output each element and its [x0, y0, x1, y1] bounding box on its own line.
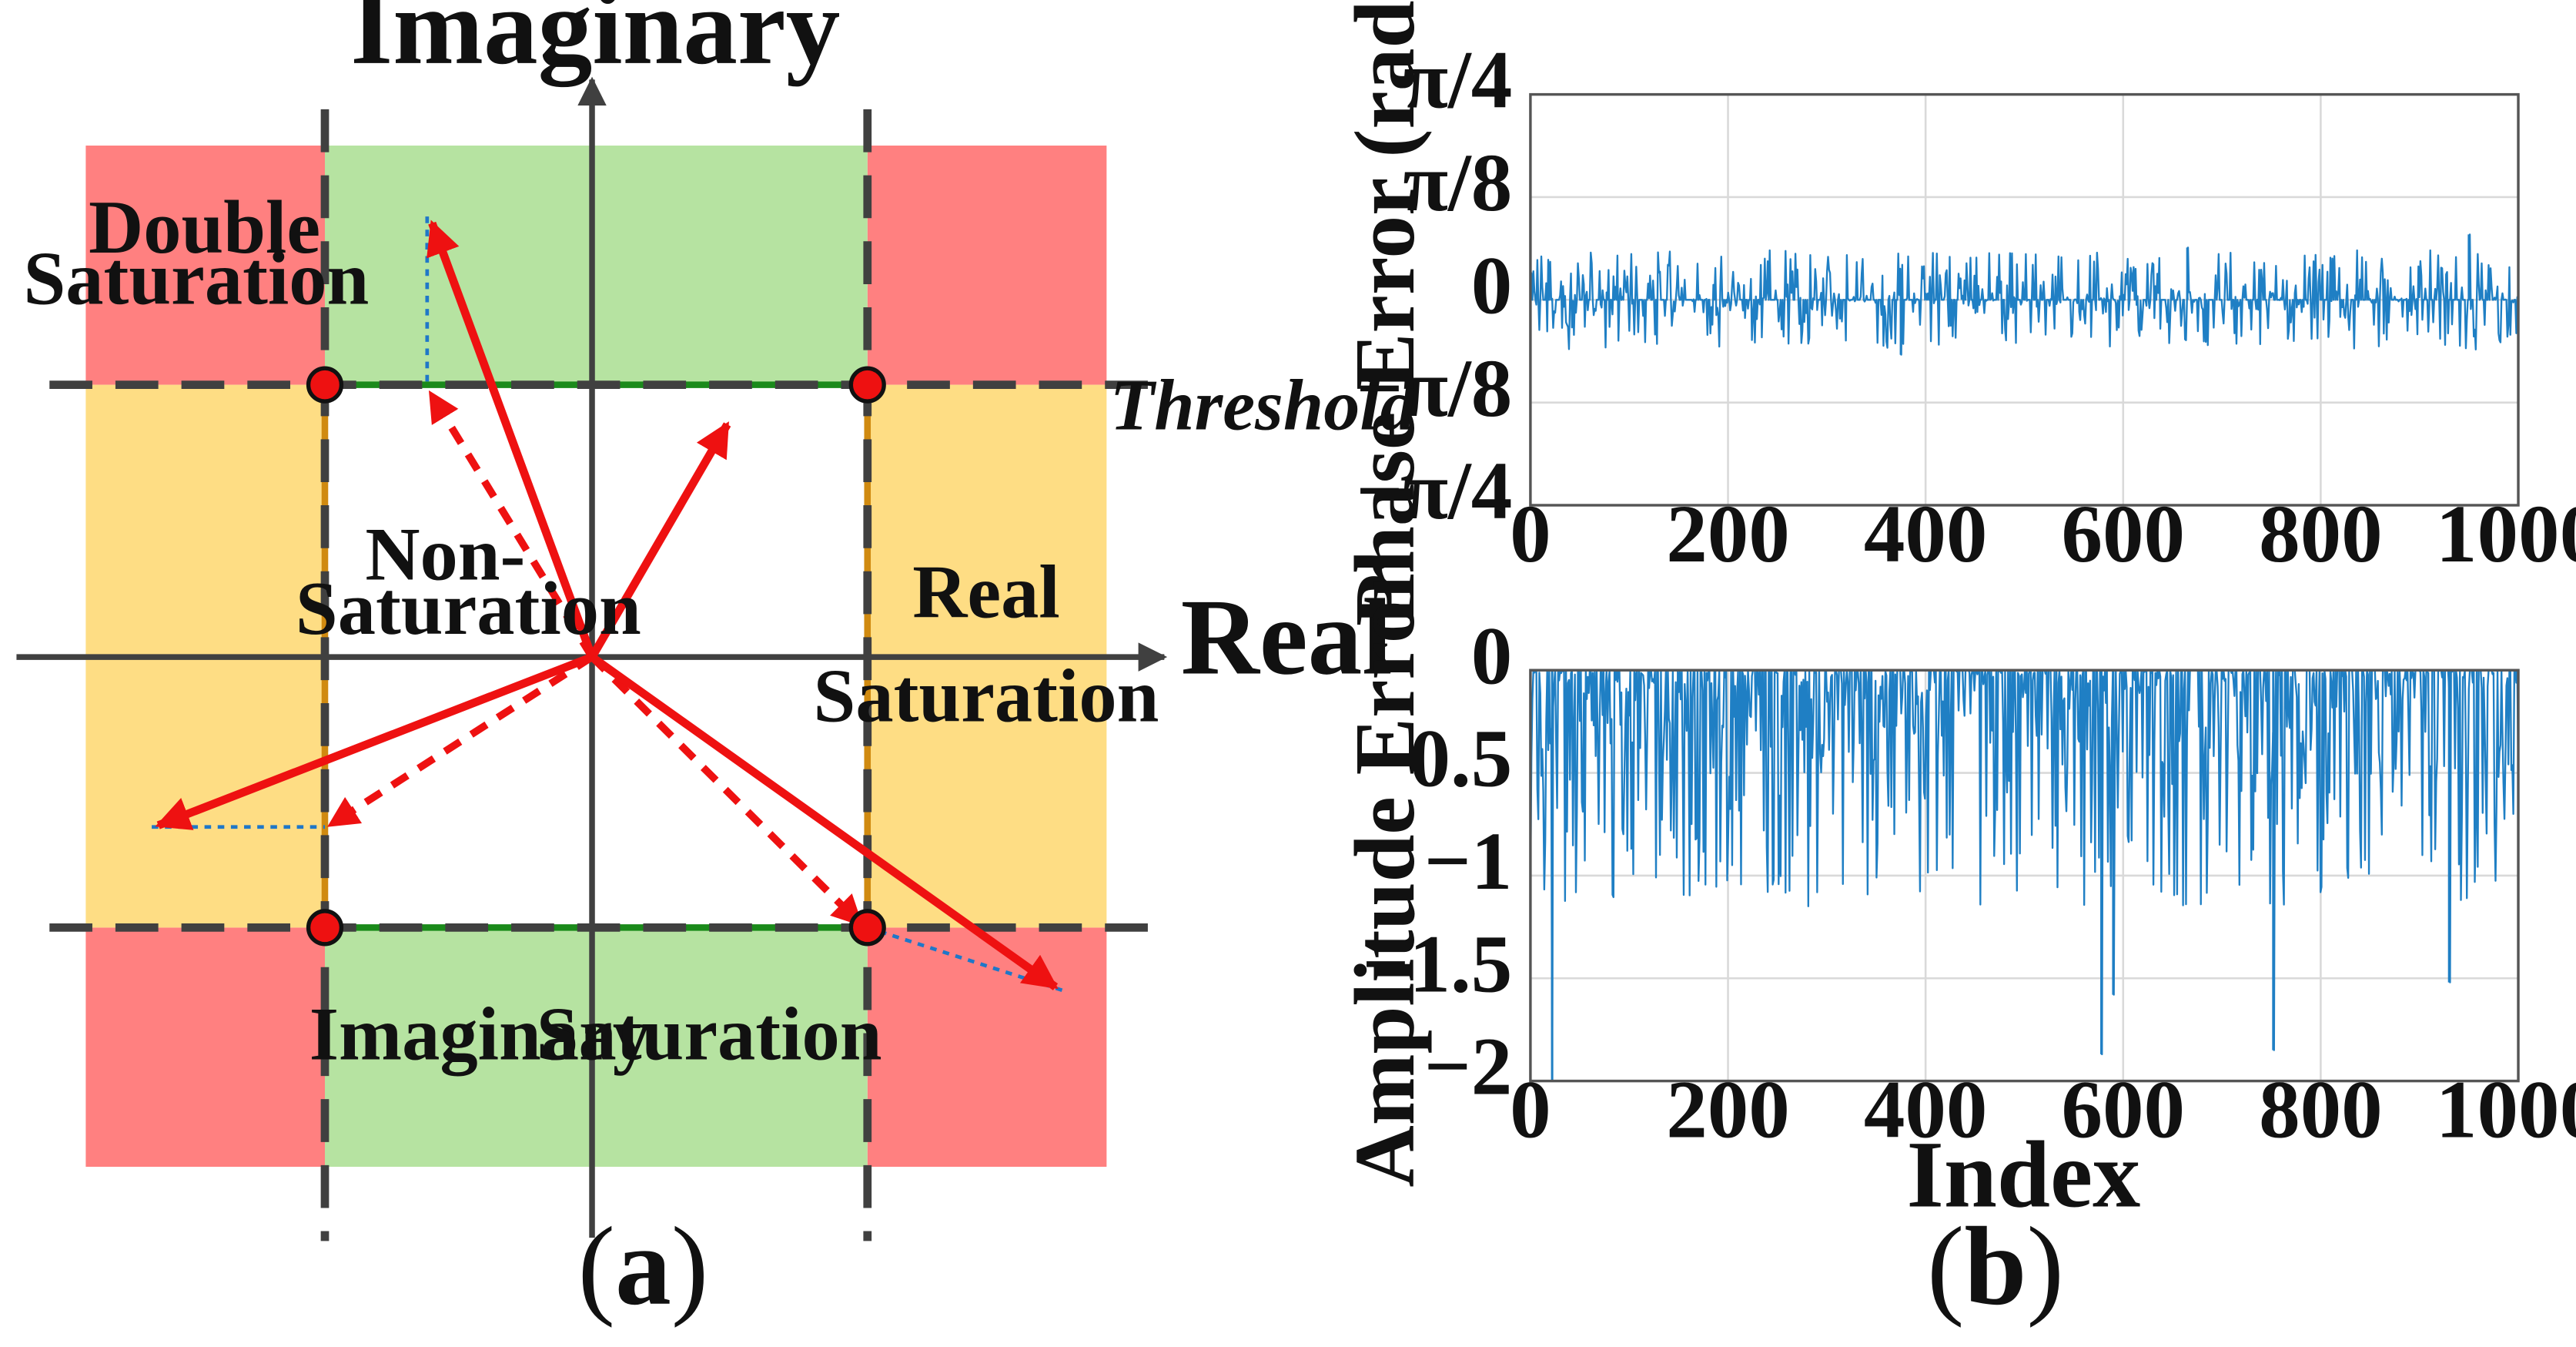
amplitude-error-chart: 0 −0.5 −1 −1.5 −2 0 200 400 600 800 1000 Amplitud…	[1338, 562, 2576, 1227]
panel-a-caption-letter: a	[615, 1204, 671, 1329]
signal-vector-left	[155, 653, 594, 830]
threshold-dashed-lines	[49, 109, 1155, 1241]
y-tick-label: −2	[1424, 1022, 1513, 1113]
imaginary-saturation-label-part1: Imaginary	[309, 993, 651, 1077]
corner-point-top-left	[306, 366, 344, 404]
signal-vector-top-left	[427, 219, 597, 658]
y-tick-label: π/4	[1403, 35, 1512, 126]
y-tick-label: −1	[1424, 816, 1513, 907]
panel-a-saturation-diagram: Imaginary Real Threshold Double Saturati…	[16, 0, 1418, 1329]
imaginary-saturation-zone-top	[324, 146, 868, 385]
x-tick-label: 1000	[2436, 489, 2576, 580]
imaginary-saturation-label-part2: Saturation	[537, 993, 882, 1077]
x-tick-label: 400	[1864, 489, 1988, 580]
panel-b-charts: −π/4 −π/8 0 π/8 π/4 0 200 400 600 800 1000 Phase …	[1338, 0, 2576, 1329]
x-tick-label: 400	[1864, 1064, 1988, 1155]
phase-error-series-line	[1529, 233, 2520, 356]
panel-a-caption: (a)	[577, 1204, 708, 1329]
y-tick-label: 0	[1471, 611, 1513, 702]
panel-b-caption-letter: b	[1964, 1204, 2026, 1329]
signal-vector-bottom-right	[589, 653, 1059, 990]
x-tick-label: 800	[2259, 489, 2383, 580]
y-tick-label: −1.5	[1362, 919, 1512, 1010]
amplitude-error-x-ticks: 0 200 400 600 800 1000	[1510, 1064, 2576, 1155]
y-tick-label: π/8	[1403, 138, 1512, 229]
real-saturation-label-line2: Saturation	[814, 655, 1159, 739]
corner-point-bottom-right	[848, 909, 886, 947]
phase-error-y-label: Phase Error (rad)	[1338, 0, 1433, 626]
clipped-vector-bottom-right	[589, 654, 864, 927]
x-tick-label: 600	[2061, 1064, 2185, 1155]
amplitude-error-trace	[1529, 669, 2520, 1082]
phase-error-plot-frame	[1529, 92, 2520, 507]
corner-point-top-right	[848, 366, 886, 404]
amplitude-error-plot-frame	[1529, 668, 2520, 1083]
x-tick-label: 600	[2061, 489, 2185, 580]
clipped-vector-top-left	[427, 390, 596, 659]
panel-b-caption: (b)	[1927, 1204, 2064, 1329]
y-tick-label: −0.5	[1362, 714, 1512, 805]
double-saturation-zone-bottom-left	[85, 927, 325, 1167]
phase-error-chart: −π/4 −π/8 0 π/8 π/4 0 200 400 600 800 1000 Phase …	[1338, 0, 2576, 626]
corner-point-bottom-left	[306, 909, 344, 947]
double-saturation-label-line1: Double	[89, 186, 320, 270]
threshold-label: Threshold	[1110, 365, 1418, 445]
signal-vector-inside	[588, 421, 731, 659]
x-tick-label: 200	[1666, 1064, 1790, 1155]
phase-error-trace	[1529, 233, 2520, 356]
non-saturation-label-line1: Non-	[365, 512, 525, 596]
x-tick-label: 0	[1510, 489, 1551, 580]
y-tick-label: −π/8	[1356, 343, 1512, 434]
double-saturation-zone-bottom-right	[867, 927, 1107, 1167]
amplitude-error-series-line	[1529, 669, 2520, 1082]
x-tick-label: 800	[2259, 1064, 2383, 1155]
amplitude-error-y-ticks: 0 −0.5 −1 −1.5 −2	[1362, 611, 1512, 1112]
y-tick-label: 0	[1471, 240, 1513, 331]
amplitude-error-x-label: Index	[1906, 1121, 2140, 1227]
imaginary-saturation-zone-bottom	[324, 927, 868, 1167]
imaginary-axis-label: Imaginary	[350, 0, 840, 87]
panel-b-caption-open: (	[1927, 1204, 1965, 1329]
real-axis-label: Real	[1181, 576, 1393, 697]
panel-a-caption-close: )	[671, 1204, 709, 1329]
double-saturation-zone-top-right	[867, 146, 1107, 385]
double-saturation-label-line2: Saturation	[23, 237, 369, 321]
panel-a-caption-open: (	[577, 1204, 615, 1329]
real-saturation-label-line1: Real	[912, 551, 1060, 635]
phase-error-y-ticks: −π/4 −π/8 0 π/8 π/4	[1356, 35, 1512, 537]
x-tick-label: 200	[1666, 489, 1790, 580]
clipped-vector-left	[327, 654, 594, 829]
amplitude-error-y-label: Amplitude Error	[1338, 562, 1433, 1188]
non-saturation-label-line2: Saturation	[296, 567, 641, 651]
y-tick-label: −π/4	[1356, 446, 1512, 537]
panel-b-caption-close: )	[2026, 1204, 2064, 1329]
x-tick-label: 1000	[2436, 1064, 2576, 1155]
double-saturation-zone-top-left	[85, 146, 325, 385]
phase-error-x-ticks: 0 200 400 600 800 1000	[1510, 489, 2576, 580]
x-tick-label: 0	[1510, 1064, 1551, 1155]
